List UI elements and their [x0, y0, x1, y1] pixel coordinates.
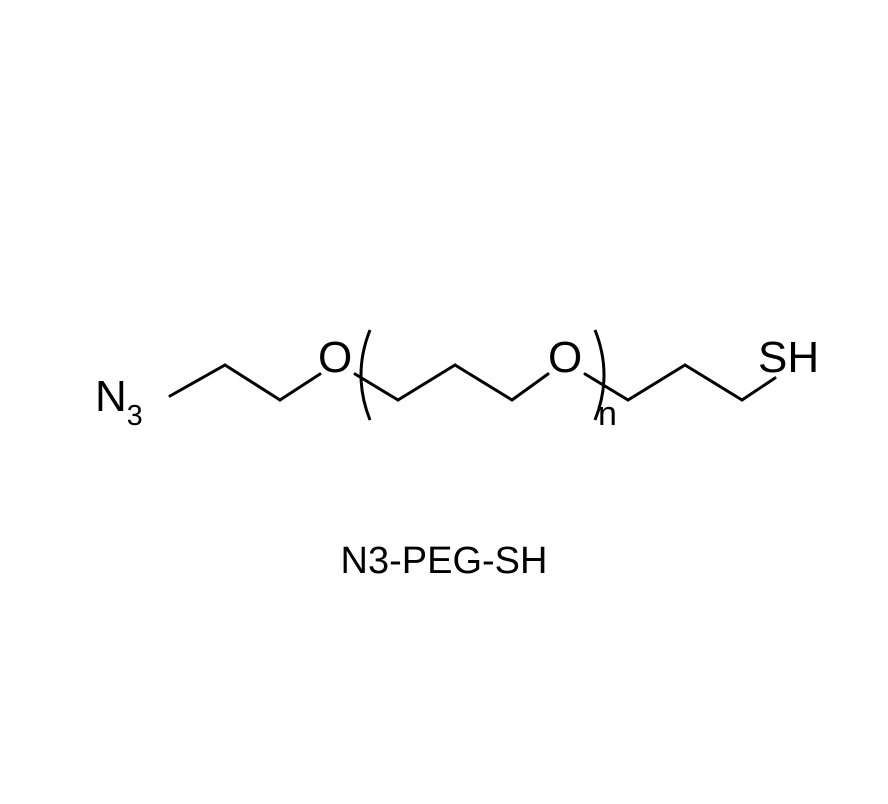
chemical-structure-diagram: N3 O O n SH N3-PEG-SH	[0, 0, 888, 804]
molecule-name-caption: N3-PEG-SH	[0, 540, 888, 583]
oxygen-1-label: O	[318, 333, 352, 383]
thiol-group-label: SH	[758, 333, 819, 383]
azide-group-label: N3	[95, 372, 143, 429]
azide-subscript: 3	[127, 400, 143, 432]
repeat-n-subscript: n	[598, 395, 617, 434]
nitrogen-symbol: N	[95, 372, 127, 421]
oxygen-2-label: O	[548, 333, 582, 383]
